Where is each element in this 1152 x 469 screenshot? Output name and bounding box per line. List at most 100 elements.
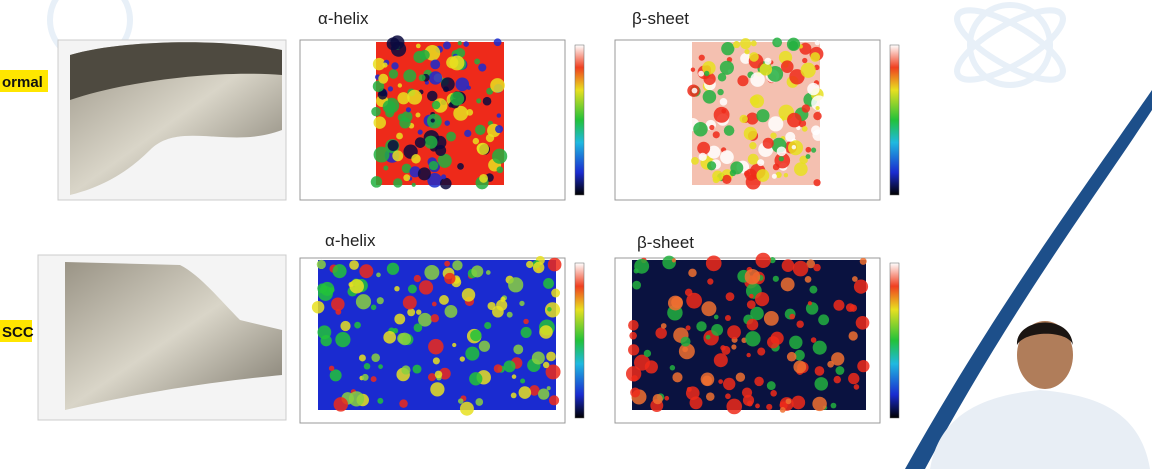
map-spot bbox=[444, 273, 455, 284]
map-spot bbox=[415, 137, 426, 148]
map-spot bbox=[747, 300, 756, 309]
map-spot bbox=[785, 132, 795, 142]
map-spot bbox=[460, 402, 474, 416]
row-label: SCC bbox=[2, 324, 34, 341]
map-spot bbox=[730, 170, 736, 176]
map-spot bbox=[452, 343, 456, 347]
map-spot bbox=[670, 365, 675, 370]
map-spot bbox=[801, 63, 816, 78]
map-spot bbox=[429, 161, 438, 170]
map-spot bbox=[441, 77, 455, 91]
map-spot bbox=[856, 316, 870, 330]
map-spot bbox=[490, 78, 505, 93]
map-spot bbox=[815, 40, 820, 45]
map-spot bbox=[378, 74, 388, 84]
map-spot bbox=[414, 323, 423, 332]
map-spot bbox=[458, 41, 462, 45]
map-spot bbox=[854, 384, 860, 390]
map-spot bbox=[731, 344, 736, 349]
map-spot bbox=[789, 336, 802, 349]
map-spot bbox=[711, 324, 723, 336]
map-spot bbox=[812, 129, 823, 140]
map-spot bbox=[773, 276, 779, 282]
map-spot bbox=[416, 309, 421, 314]
map-spot bbox=[479, 341, 490, 352]
map-spot bbox=[701, 301, 716, 316]
colorbar bbox=[890, 45, 899, 195]
map-spot bbox=[764, 311, 779, 326]
map-spot bbox=[349, 260, 359, 270]
map-spot bbox=[349, 391, 364, 406]
map-spot bbox=[697, 142, 710, 155]
map-spot bbox=[802, 126, 808, 132]
map-spot bbox=[854, 280, 868, 294]
map-spot bbox=[653, 394, 663, 404]
map-spot bbox=[444, 261, 450, 267]
map-spot bbox=[787, 113, 802, 128]
map-spot bbox=[737, 75, 748, 86]
map-spot bbox=[320, 335, 331, 346]
map-spot bbox=[756, 253, 771, 268]
map-spot bbox=[699, 153, 707, 161]
map-spot bbox=[494, 364, 503, 373]
map-spot bbox=[497, 113, 501, 117]
map-spot bbox=[546, 352, 556, 362]
map-spot bbox=[475, 398, 483, 406]
map-spot bbox=[813, 179, 820, 186]
map-spot bbox=[378, 364, 383, 369]
map-spot bbox=[398, 333, 411, 346]
map-spot bbox=[691, 157, 699, 165]
map-spot bbox=[763, 138, 774, 149]
map-spot bbox=[756, 169, 769, 182]
map-spot bbox=[692, 88, 698, 94]
map-spot bbox=[834, 376, 841, 383]
map-spot bbox=[781, 277, 795, 291]
map-spot bbox=[701, 372, 715, 386]
map-spot bbox=[457, 163, 464, 170]
map-spot bbox=[745, 169, 757, 181]
map-spot bbox=[431, 314, 439, 322]
map-spot bbox=[682, 347, 688, 353]
map-spot bbox=[671, 296, 683, 308]
map-spot bbox=[806, 147, 812, 153]
map-spot bbox=[444, 120, 449, 125]
map-spot bbox=[796, 320, 803, 327]
map-spot bbox=[767, 336, 779, 348]
map-spot bbox=[831, 403, 837, 409]
map-spot bbox=[435, 145, 446, 156]
row-label: ormal bbox=[2, 74, 43, 91]
map-spot bbox=[523, 319, 528, 324]
map-spot bbox=[399, 399, 407, 407]
map-spot bbox=[383, 165, 388, 170]
map-spot bbox=[827, 361, 834, 368]
map-spot bbox=[720, 150, 734, 164]
map-spot bbox=[698, 71, 704, 77]
map-spot bbox=[486, 270, 491, 275]
map-spot bbox=[350, 279, 364, 293]
map-spot bbox=[757, 348, 765, 356]
map-spot bbox=[794, 162, 808, 176]
map-spot bbox=[532, 352, 545, 365]
map-spot bbox=[630, 388, 640, 398]
map-spot bbox=[462, 288, 475, 301]
map-spot bbox=[439, 295, 449, 305]
map-spot bbox=[781, 60, 794, 73]
map-spot bbox=[500, 297, 505, 302]
map-spot bbox=[401, 365, 410, 374]
map-spot bbox=[748, 154, 759, 165]
map-spot bbox=[690, 396, 703, 409]
map-spot bbox=[780, 407, 786, 413]
map-spot bbox=[714, 353, 728, 367]
map-spot bbox=[317, 283, 327, 293]
map-spot bbox=[419, 74, 426, 81]
map-spot bbox=[387, 263, 399, 275]
map-spot bbox=[713, 131, 720, 138]
map-spot bbox=[465, 347, 479, 361]
map-spot bbox=[376, 273, 381, 278]
map-spot bbox=[334, 397, 348, 411]
map-spot bbox=[551, 289, 560, 298]
map-spot bbox=[720, 345, 725, 350]
map-spot bbox=[712, 170, 723, 181]
map-spot bbox=[745, 269, 761, 285]
map-spot bbox=[787, 38, 800, 51]
